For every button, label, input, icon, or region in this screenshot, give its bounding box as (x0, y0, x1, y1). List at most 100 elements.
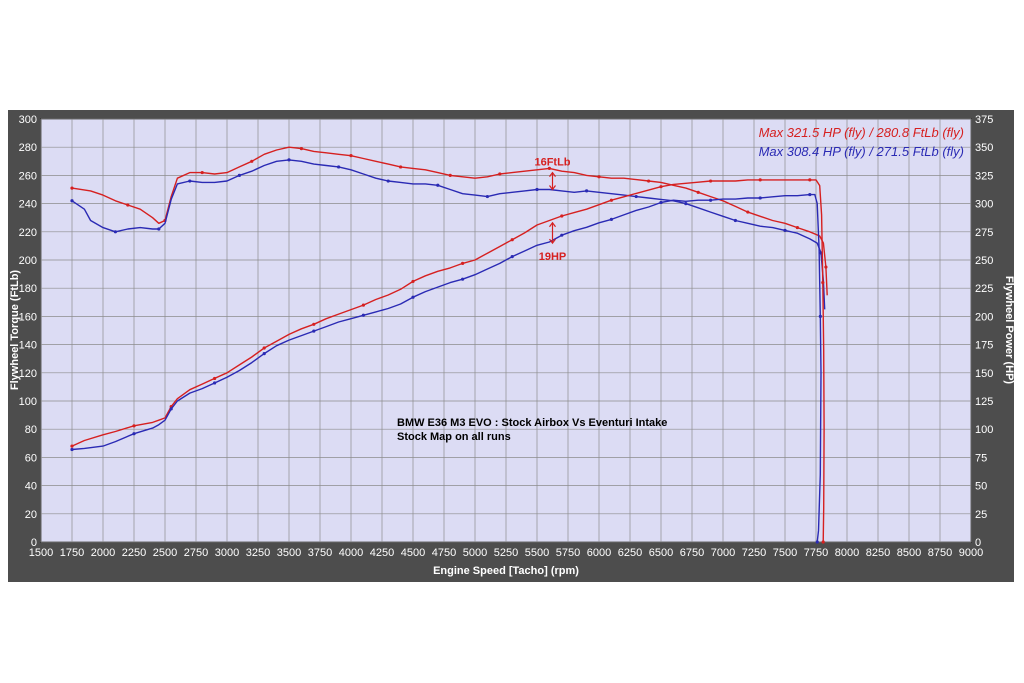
y-left-tick-label: 60 (25, 452, 37, 464)
series-point (132, 432, 136, 436)
y-right-tick-label: 250 (975, 255, 993, 267)
series-point (349, 154, 353, 158)
series-point (337, 165, 341, 169)
annotation-line-1: BMW E36 M3 EVO : Stock Airbox Vs Eventur… (397, 417, 667, 429)
series-point (262, 346, 266, 350)
series-point (795, 225, 800, 230)
series-point (758, 178, 762, 182)
series-point (113, 230, 117, 234)
series-layer (70, 146, 828, 544)
x-tick-label: 6500 (649, 547, 673, 559)
x-tick-label: 3500 (277, 547, 301, 559)
series-point (808, 178, 812, 182)
x-tick-label: 2750 (184, 547, 208, 559)
series-point (535, 187, 539, 192)
series-point (647, 179, 651, 183)
y-left-tick-label: 100 (19, 396, 37, 408)
grid-lines (40, 118, 972, 543)
y-right-tick-label: 100 (975, 424, 993, 436)
x-tick-label: 2500 (153, 547, 177, 559)
series-point (684, 202, 688, 206)
x-tick-label: 5750 (556, 547, 580, 559)
y-left-tick-label: 260 (19, 170, 37, 182)
series-point (411, 295, 415, 299)
x-tick-label: 8000 (835, 547, 859, 559)
y-left-tick-label: 120 (19, 368, 37, 380)
y-left-tick-label: 300 (19, 114, 37, 126)
series-point (609, 217, 614, 221)
y-right-tick-label: 25 (975, 509, 987, 521)
x-tick-label: 6750 (680, 547, 704, 559)
series-point (399, 165, 403, 169)
series-point (498, 172, 502, 176)
series-point (132, 424, 136, 428)
series-point (560, 214, 564, 218)
series-point (659, 200, 663, 205)
y-right-tick-label: 300 (975, 199, 993, 211)
series-point (213, 381, 217, 385)
series-point (250, 159, 254, 163)
series-point (299, 147, 303, 151)
series-point (709, 179, 713, 183)
y-right-tick-label: 50 (975, 481, 987, 493)
series-point (746, 210, 750, 214)
series-point (510, 238, 514, 242)
series-point (70, 447, 74, 452)
y-left-tick-label: 160 (19, 311, 37, 323)
series-point (815, 540, 819, 544)
series-point (312, 322, 316, 326)
x-tick-label: 5000 (463, 547, 487, 559)
y-right-tick-labels: 0 25 50 75 100 125 150 175 200 225 250 275 300 325 350… (975, 114, 993, 549)
x-tick-label: 4750 (432, 547, 456, 559)
series-point (262, 352, 266, 356)
delta-label: 16FtLb (534, 156, 570, 168)
y-right-tick-label: 75 (975, 452, 987, 464)
legend-blue: Max 308.4 HP (fly) / 271.5 FtLb (fly) (759, 144, 964, 159)
series-point (560, 233, 564, 237)
torque-delta-arrowhead (549, 185, 556, 191)
series-point (634, 194, 638, 199)
x-tick-label: 8500 (897, 547, 921, 559)
series-point (758, 196, 762, 200)
x-tick-label: 4000 (339, 547, 363, 559)
series-point (70, 444, 74, 448)
y-right-tick-label: 350 (975, 142, 993, 154)
y-right-axis-title: Flywheel Power (HP) (1003, 276, 1015, 385)
y-left-tick-label: 140 (19, 340, 37, 352)
x-tick-label: 4250 (370, 547, 394, 559)
series-point (461, 277, 465, 281)
series-point (485, 194, 489, 199)
x-tick-labels: 1500 1750 2000 2250 2500 2750 3000 3250 3500 3750… (29, 547, 983, 559)
series-point (585, 189, 589, 193)
legend-red: Max 321.5 HP (fly) / 280.8 FtLb (fly) (759, 125, 964, 140)
x-tick-label: 3000 (215, 547, 239, 559)
y-right-tick-label: 200 (975, 311, 993, 323)
series-point (597, 175, 601, 179)
x-tick-label: 8750 (928, 547, 952, 559)
series-point (312, 329, 316, 333)
series-point (808, 192, 812, 197)
series-point (821, 280, 825, 285)
x-tick-label: 4500 (401, 547, 425, 559)
series-point (547, 166, 552, 170)
x-tick-label: 7250 (742, 547, 766, 559)
series-point (609, 198, 614, 202)
series-point (361, 313, 365, 317)
series-point (696, 190, 700, 194)
x-tick-label: 7000 (711, 547, 735, 559)
y-left-tick-label: 80 (25, 424, 37, 436)
delta-label: 19HP (539, 251, 567, 263)
power-delta-arrowhead (549, 238, 556, 245)
series-point (188, 179, 192, 183)
y-left-tick-label: 220 (19, 227, 37, 239)
series-point (237, 173, 241, 177)
x-axis-title: Engine Speed [Tacho] (rpm) (433, 565, 579, 577)
series-point (461, 261, 465, 265)
x-tick-label: 6000 (587, 547, 611, 559)
series-line-torque-1 (71, 159, 826, 310)
x-tick-label: 9000 (959, 547, 983, 559)
y-right-tick-label: 125 (975, 396, 993, 408)
series-point (157, 227, 161, 231)
series-point (361, 303, 365, 307)
